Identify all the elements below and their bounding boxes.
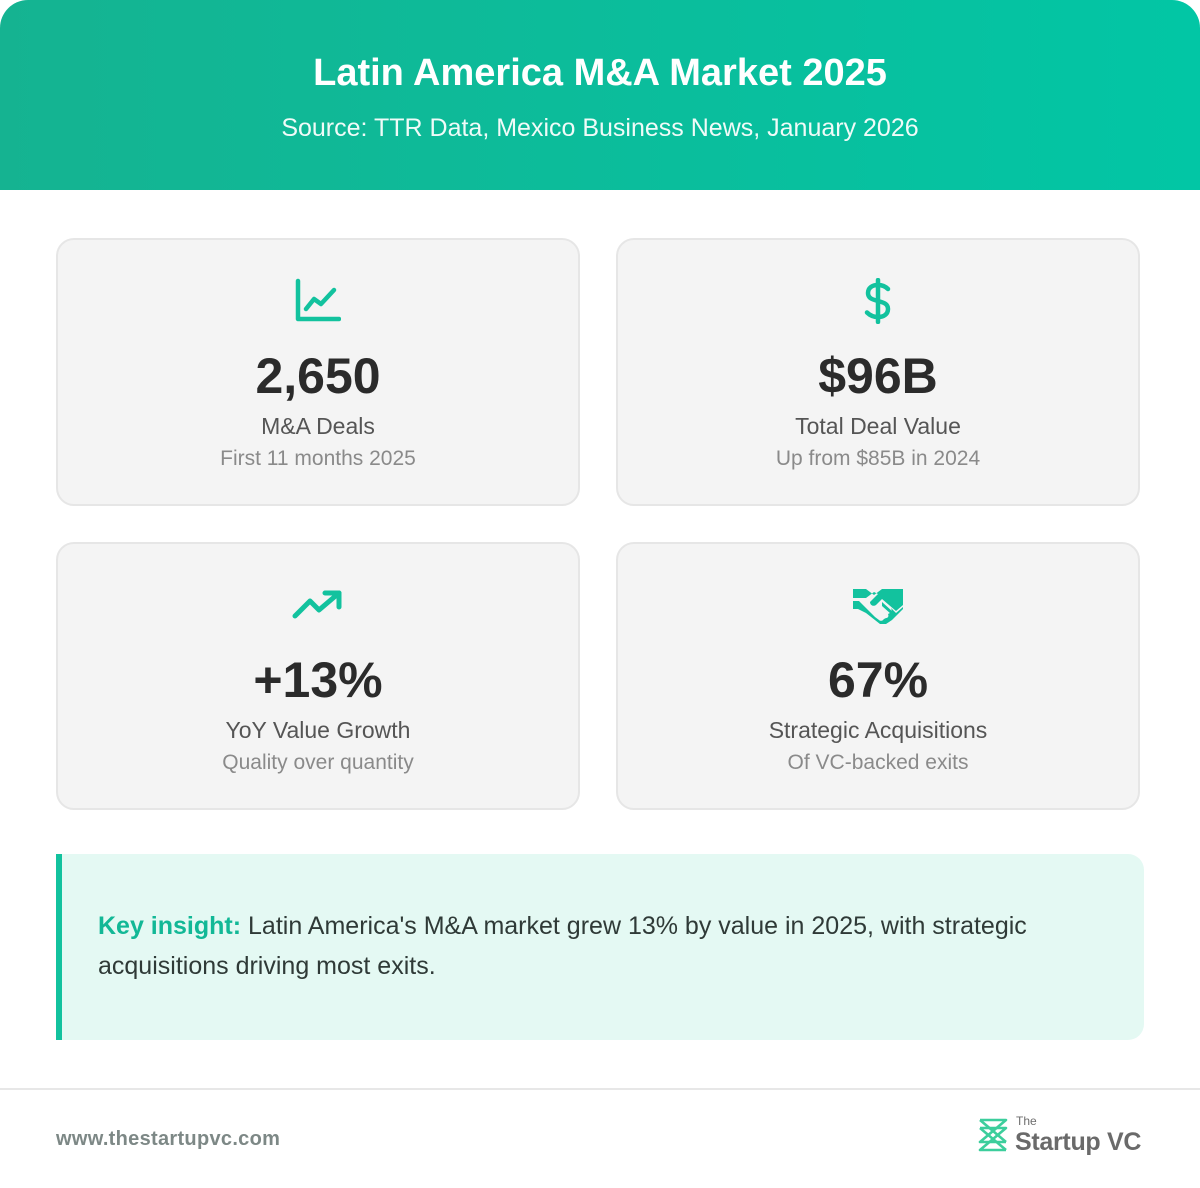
- key-insight-body: Latin America's M&A market grew 13% by v…: [98, 912, 1027, 980]
- handshake-icon: [618, 582, 1138, 628]
- stat-value: +13%: [253, 652, 383, 708]
- stat-sublabel: Quality over quantity: [222, 751, 414, 774]
- page-title: Latin America M&A Market 2025: [313, 52, 887, 94]
- key-insight-text: Key insight: Latin America's M&A market …: [98, 906, 1108, 986]
- logo-small-text: The: [1016, 1114, 1037, 1128]
- stat-label: Strategic Acquisitions: [768, 717, 988, 743]
- header-banner: Latin America M&A Market 2025 Source: TT…: [0, 0, 1200, 190]
- stat-value: $96B: [818, 348, 938, 404]
- footer-divider: [0, 1088, 1200, 1090]
- line-chart-icon: [58, 278, 578, 324]
- key-insight-label: Key insight:: [98, 912, 242, 940]
- key-insight-box: Key insight: Latin America's M&A market …: [56, 854, 1144, 1040]
- stat-value: 67%: [827, 652, 929, 708]
- stat-card-growth: +13% YoY Value Growth Quality over quant…: [56, 542, 580, 810]
- stat-card-deals: 2,650 M&A Deals First 11 months 2025: [56, 238, 580, 506]
- brand-logo: The Startup VC: [976, 1114, 1146, 1158]
- stat-label: M&A Deals: [261, 413, 375, 439]
- stat-card-strategic: 67% Strategic Acquisitions Of VC-backed …: [616, 542, 1140, 810]
- stat-label: YoY Value Growth: [225, 717, 411, 743]
- stat-card-value: $96B Total Deal Value Up from $85B in 20…: [616, 238, 1140, 506]
- stat-value: 2,650: [255, 348, 381, 404]
- logo-mark-icon: [976, 1117, 1010, 1158]
- trending-up-icon: [58, 582, 578, 628]
- stat-sublabel: Up from $85B in 2024: [775, 447, 981, 470]
- stat-sublabel: First 11 months 2025: [220, 447, 416, 470]
- stat-label: Total Deal Value: [795, 413, 961, 439]
- footer-url[interactable]: www.thestartupvc.com: [56, 1128, 281, 1150]
- source-subtitle: Source: TTR Data, Mexico Business News, …: [281, 114, 919, 142]
- dollar-icon: [618, 278, 1138, 324]
- logo-name: Startup VC: [1015, 1128, 1142, 1156]
- stat-sublabel: Of VC-backed exits: [787, 751, 969, 774]
